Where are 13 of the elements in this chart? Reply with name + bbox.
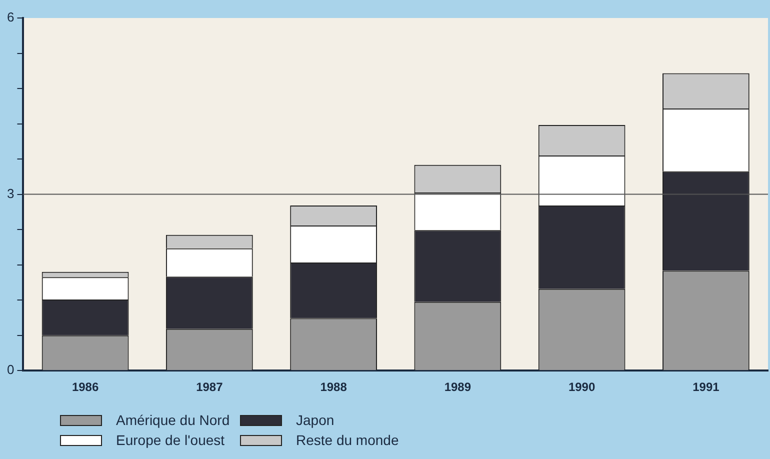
x-tick-label: 1986 bbox=[72, 380, 99, 394]
x-tick-label: 1988 bbox=[320, 380, 348, 394]
y-tick-label: 3 bbox=[6, 186, 14, 201]
legend-label: Amérique du Nord bbox=[116, 412, 230, 428]
legend-label: Europe de l'ouest bbox=[116, 432, 225, 448]
x-tick-label: 1991 bbox=[692, 380, 720, 394]
x-tick-label: 1990 bbox=[568, 380, 596, 394]
y-tick-label: 0 bbox=[6, 362, 14, 378]
x-tick-label: 1989 bbox=[444, 380, 472, 394]
legend-label: Reste du monde bbox=[296, 432, 399, 448]
x-tick-label: 1987 bbox=[196, 380, 224, 394]
y-tick-label: 6 bbox=[6, 10, 14, 25]
legend-label: Japon bbox=[296, 412, 334, 428]
